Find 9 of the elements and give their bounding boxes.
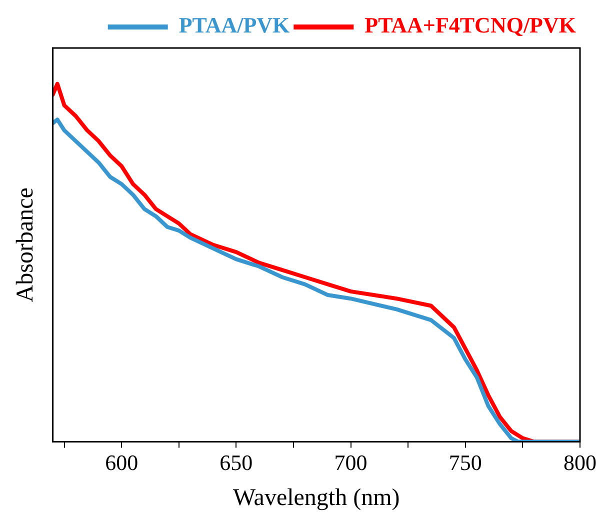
x-tick-label: 700	[334, 450, 368, 475]
legend-label: PTAA+F4TCNQ/PVK	[364, 12, 576, 38]
x-tick-label: 650	[220, 450, 253, 475]
y-axis-title: Absorbance	[12, 188, 39, 302]
legend-label: PTAA/PVK	[178, 12, 290, 38]
x-tick-label: 750	[448, 450, 482, 475]
x-tick-label: 600	[105, 450, 138, 475]
x-tick-label: 800	[564, 450, 596, 475]
x-axis-title: Wavelength (nm)	[233, 484, 400, 511]
